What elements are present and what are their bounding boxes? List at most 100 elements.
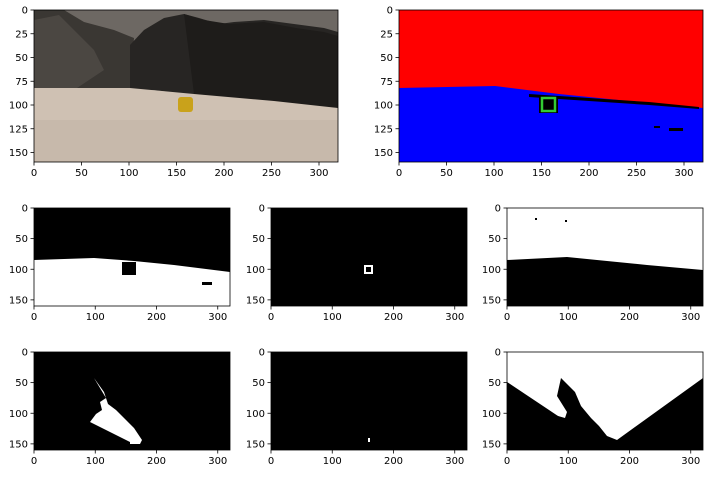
- x-tick-label: 300: [681, 456, 700, 467]
- y-tick-label: 150: [246, 295, 265, 306]
- y-tick-label: 50: [252, 234, 265, 245]
- x-tick-label: 100: [559, 456, 578, 467]
- y-tick-label: 0: [22, 6, 28, 17]
- x-tick-label: 250: [627, 168, 646, 179]
- panel-obstacle-threshold: [506, 207, 704, 307]
- rock-blob-green: [540, 96, 557, 113]
- x-tick-label: 0: [31, 456, 37, 467]
- x-tick-label: 100: [323, 456, 342, 467]
- x-tick-label: 200: [147, 456, 166, 467]
- x-tick-label: 200: [214, 168, 233, 179]
- sand-shading: [34, 120, 338, 162]
- x-tick-label: 100: [86, 312, 105, 323]
- y-tick-label: 0: [495, 204, 501, 215]
- y-tick-label: 100: [482, 265, 501, 276]
- x-tick-label: 0: [268, 312, 274, 323]
- x-tick-label: 200: [384, 312, 403, 323]
- panel-camera-image: [33, 9, 339, 163]
- x-tick-label: 50: [75, 168, 88, 179]
- x-tick-label: 0: [268, 456, 274, 467]
- x-tick-label: 50: [440, 168, 453, 179]
- y-tick-label: 150: [374, 148, 393, 159]
- panel-warped-rock: [270, 351, 468, 451]
- y-tick-label: 50: [15, 234, 28, 245]
- panel-warped-navigable: [33, 351, 231, 451]
- y-tick-label: 50: [488, 234, 501, 245]
- y-tick-label: 25: [15, 29, 28, 40]
- x-tick-label: 0: [504, 456, 510, 467]
- y-tick-label: 100: [9, 265, 28, 276]
- x-tick-label: 300: [208, 312, 227, 323]
- warp-rock-white: [368, 438, 370, 442]
- x-tick-label: 100: [119, 168, 138, 179]
- x-tick-label: 200: [620, 312, 639, 323]
- warped-navigable-axes: 0 100 200 300 0 50 100 150: [9, 348, 227, 468]
- y-tick-label: 50: [15, 378, 28, 389]
- y-tick-label: 0: [387, 6, 393, 17]
- x-tick-label: 100: [559, 312, 578, 323]
- y-tick-label: 75: [380, 77, 393, 88]
- x-tick-label: 100: [484, 168, 503, 179]
- camera-image-axes: 0 50 100 150 200 250 300 0 25 50 75 100 125 150: [9, 6, 329, 180]
- y-tick-label: 150: [9, 295, 28, 306]
- nav-gap: [202, 282, 212, 285]
- y-tick-label: 50: [380, 53, 393, 64]
- y-tick-label: 100: [9, 101, 28, 112]
- panel-navigable-threshold: [33, 207, 231, 307]
- x-tick-label: 250: [262, 168, 281, 179]
- y-tick-label: 100: [482, 409, 501, 420]
- y-tick-label: 150: [246, 439, 265, 450]
- y-tick-label: 150: [9, 148, 28, 159]
- nav-rock-hole: [122, 262, 136, 275]
- y-tick-label: 50: [488, 378, 501, 389]
- y-tick-label: 150: [482, 295, 501, 306]
- x-tick-label: 200: [384, 456, 403, 467]
- y-tick-label: 100: [374, 101, 393, 112]
- gold-sample: [178, 97, 193, 112]
- rock-wall-shadow: [184, 14, 338, 108]
- x-tick-label: 300: [681, 312, 700, 323]
- x-tick-label: 0: [31, 312, 37, 323]
- x-tick-label: 300: [309, 168, 328, 179]
- nav-mask-white: [34, 258, 230, 306]
- x-tick-label: 300: [445, 456, 464, 467]
- color-threshold-axes: 0 50 100 150 200 250 300 0 25 50 75 100 125 150: [374, 6, 694, 180]
- y-tick-label: 150: [9, 439, 28, 450]
- rock-blob-black: [539, 96, 558, 113]
- y-tick-label: 100: [9, 409, 28, 420]
- x-tick-label: 0: [396, 168, 402, 179]
- panel-rock-threshold: [270, 207, 468, 307]
- y-tick-label: 100: [246, 409, 265, 420]
- obstacle-threshold-axes: 0 100 200 300 0 50 100 150: [482, 204, 700, 324]
- x-tick-label: 200: [620, 456, 639, 467]
- y-tick-label: 0: [495, 348, 501, 359]
- rock-threshold-axes: 0 100 200 300 0 50 100 150: [246, 204, 464, 324]
- x-tick-label: 100: [86, 456, 105, 467]
- x-tick-label: 300: [445, 312, 464, 323]
- edge-dark: [529, 94, 699, 109]
- warp-obs-white: [507, 352, 703, 440]
- warp-nav-white: [90, 378, 142, 442]
- navigable-threshold-axes: 0 100 200 300 0 50 100 150: [9, 204, 227, 324]
- panel-warped-obstacle: [506, 351, 704, 451]
- x-tick-label: 300: [208, 456, 227, 467]
- y-tick-label: 125: [9, 124, 28, 135]
- y-tick-label: 0: [259, 204, 265, 215]
- x-tick-label: 150: [532, 168, 551, 179]
- warped-rock-axes: 0 100 200 300 0 50 100 150: [246, 348, 464, 468]
- x-tick-label: 200: [147, 312, 166, 323]
- panel-color-threshold: [398, 9, 704, 163]
- x-tick-label: 0: [504, 312, 510, 323]
- x-tick-label: 0: [31, 168, 37, 179]
- y-tick-label: 0: [22, 348, 28, 359]
- speck-1: [654, 126, 660, 128]
- y-tick-label: 0: [22, 204, 28, 215]
- y-tick-label: 0: [259, 348, 265, 359]
- y-tick-label: 150: [482, 439, 501, 450]
- warped-obstacle-axes: 0 100 200 300 0 50 100 150: [482, 348, 700, 468]
- x-tick-label: 300: [674, 168, 693, 179]
- navigable-blue: [399, 86, 703, 162]
- y-tick-label: 100: [246, 265, 265, 276]
